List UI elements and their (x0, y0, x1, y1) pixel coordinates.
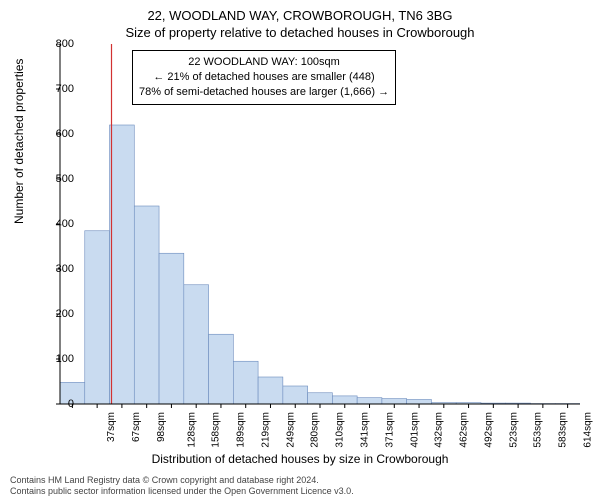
chart-container: 22, WOODLAND WAY, CROWBOROUGH, TN6 3BG S… (0, 0, 600, 500)
x-tick-label: 219sqm (261, 412, 272, 448)
annotation-line-3: 78% of semi-detached houses are larger (… (139, 85, 389, 100)
annotation-line-1: 22 WOODLAND WAY: 100sqm (139, 55, 389, 70)
histogram-bar (283, 386, 308, 404)
x-tick-label: 432sqm (434, 412, 445, 448)
x-tick-label: 249sqm (285, 412, 296, 448)
histogram-bar (308, 393, 333, 404)
x-tick-label: 98sqm (156, 412, 167, 442)
y-tick-label: 700 (56, 83, 74, 95)
histogram-bar (184, 285, 209, 404)
histogram-bar (209, 334, 234, 404)
y-tick-label: 400 (56, 218, 74, 230)
x-tick-label: 371sqm (384, 412, 395, 448)
x-tick-label: 280sqm (310, 412, 321, 448)
y-tick-label: 0 (68, 398, 74, 410)
y-axis-title: Number of detached properties (12, 59, 26, 224)
x-tick-label: 523sqm (508, 412, 519, 448)
annotation-box: 22 WOODLAND WAY: 100sqm ← 21% of detache… (132, 50, 396, 105)
x-tick-label: 462sqm (459, 412, 470, 448)
x-tick-label: 583sqm (558, 412, 569, 448)
x-tick-label: 67sqm (131, 412, 142, 442)
histogram-bar (258, 377, 283, 404)
y-tick-label: 800 (56, 38, 74, 50)
y-tick-label: 300 (56, 263, 74, 275)
annotation-line-2: ← 21% of detached houses are smaller (44… (139, 70, 389, 85)
x-tick-label: 128sqm (186, 412, 197, 448)
y-tick-label: 500 (56, 173, 74, 185)
histogram-bar (110, 125, 135, 404)
x-axis-title: Distribution of detached houses by size … (0, 452, 600, 466)
histogram-bar (382, 399, 407, 404)
histogram-bar (159, 253, 184, 404)
y-tick-label: 600 (56, 128, 74, 140)
x-tick-label: 189sqm (236, 412, 247, 448)
plot-box: 22 WOODLAND WAY: 100sqm ← 21% of detache… (60, 44, 580, 404)
x-tick-label: 310sqm (335, 412, 346, 448)
x-tick-label: 37sqm (106, 412, 117, 442)
x-tick-label: 614sqm (582, 412, 593, 448)
y-tick-label: 100 (56, 353, 74, 365)
footer-line-2: Contains public sector information licen… (10, 486, 600, 498)
chart-footer: Contains HM Land Registry data © Crown c… (0, 475, 600, 498)
x-tick-label: 401sqm (409, 412, 420, 448)
chart-address-title: 22, WOODLAND WAY, CROWBOROUGH, TN6 3BG (10, 8, 590, 23)
x-tick-label: 341sqm (360, 412, 371, 448)
histogram-bar (357, 398, 382, 404)
x-tick-label: 158sqm (211, 412, 222, 448)
histogram-bar (407, 400, 432, 405)
y-tick-label: 200 (56, 308, 74, 320)
histogram-bar (233, 361, 258, 404)
histogram-bar (134, 206, 159, 404)
x-tick-label: 553sqm (533, 412, 544, 448)
histogram-bar (332, 396, 357, 404)
x-tick-label: 492sqm (483, 412, 494, 448)
histogram-bar (85, 231, 110, 404)
chart-subtitle: Size of property relative to detached ho… (10, 25, 590, 40)
footer-line-1: Contains HM Land Registry data © Crown c… (10, 475, 600, 487)
